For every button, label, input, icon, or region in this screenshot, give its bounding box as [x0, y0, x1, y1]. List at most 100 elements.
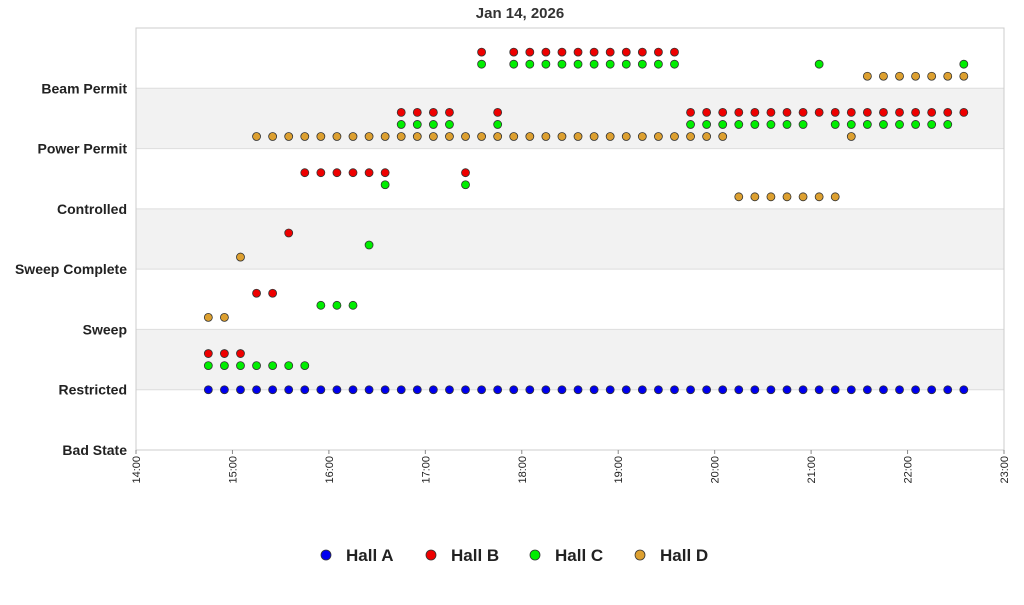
data-point [654, 59, 663, 69]
data-point [364, 240, 374, 250]
data-point [814, 192, 824, 202]
data-point [541, 59, 551, 69]
data-point [284, 361, 294, 371]
data-points [203, 47, 969, 395]
data-point [493, 120, 503, 129]
data-point [927, 108, 937, 117]
data-point [766, 120, 776, 129]
data-point [911, 108, 920, 117]
y-tick-label: Sweep Complete [15, 261, 127, 277]
data-point [348, 385, 358, 395]
legend-marker [634, 549, 646, 561]
data-point [541, 385, 551, 395]
data-point [220, 361, 229, 371]
data-point [862, 120, 872, 129]
x-tick-label: 23:00 [999, 456, 1011, 484]
data-point [461, 180, 470, 190]
data-point [573, 47, 583, 57]
data-point [493, 132, 503, 141]
x-tick-label: 15:00 [227, 456, 239, 484]
data-point [621, 59, 631, 69]
data-point [236, 252, 245, 262]
data-point [702, 120, 712, 129]
data-point [412, 108, 422, 117]
data-point [798, 108, 808, 117]
legend-label: Hall C [555, 546, 603, 565]
data-point [493, 108, 503, 117]
data-point [959, 59, 969, 69]
y-tick-label: Sweep [83, 321, 127, 337]
data-point [927, 71, 937, 81]
data-point [895, 120, 904, 129]
data-point [252, 361, 261, 371]
data-point [589, 385, 599, 395]
data-point [268, 385, 278, 395]
data-point [943, 120, 953, 129]
data-point [316, 168, 326, 178]
legend-label: Hall A [346, 546, 394, 565]
x-axis-labels: 14:00 15:00 16:00 17:00 18:00 19:00 20:00 21:00… [131, 450, 1011, 484]
legend-marker [320, 549, 332, 561]
data-point [846, 132, 856, 141]
plot-band [136, 148, 1004, 209]
data-point [477, 47, 486, 57]
data-point [766, 385, 776, 395]
data-point [300, 132, 310, 141]
data-point [830, 120, 840, 129]
data-point [798, 120, 808, 129]
data-point [380, 132, 390, 141]
data-point [428, 120, 438, 129]
data-point [332, 385, 342, 395]
data-point [236, 385, 245, 395]
data-point [734, 385, 744, 395]
plot-bands [136, 28, 1004, 450]
data-point [782, 108, 792, 117]
data-point [718, 385, 728, 395]
x-tick-label: 19:00 [613, 456, 625, 484]
data-point [380, 168, 390, 178]
data-point [702, 108, 712, 117]
data-point [846, 120, 856, 129]
data-point [830, 192, 840, 202]
data-point [380, 180, 390, 190]
data-point [236, 361, 245, 371]
data-point [605, 47, 615, 57]
data-point [477, 59, 486, 69]
data-point [750, 108, 760, 117]
y-tick-label: Restricted [59, 382, 127, 398]
data-point [750, 120, 760, 129]
data-point [814, 59, 824, 69]
data-point [911, 71, 920, 81]
data-point [380, 385, 390, 395]
data-point [895, 71, 904, 81]
data-point [654, 47, 663, 57]
data-point [782, 385, 792, 395]
data-point [509, 47, 519, 57]
data-point [284, 385, 294, 395]
data-point [268, 361, 278, 371]
data-point [364, 132, 374, 141]
data-point [525, 132, 535, 141]
data-point [316, 385, 326, 395]
data-point [846, 385, 856, 395]
gridlines [136, 87, 1004, 391]
legend-label: Hall D [660, 546, 708, 565]
data-point [268, 288, 278, 298]
plot-band [136, 208, 1004, 270]
data-point [734, 192, 744, 202]
y-tick-label: Bad State [62, 442, 127, 458]
data-point [621, 132, 631, 141]
data-point [332, 168, 342, 178]
data-point [557, 385, 567, 395]
data-point [605, 132, 615, 141]
data-point [718, 108, 728, 117]
plot-band [136, 269, 1004, 330]
data-point [686, 108, 695, 117]
data-point [959, 71, 969, 81]
data-point [461, 132, 470, 141]
data-point [203, 312, 213, 322]
data-point [589, 59, 599, 69]
data-point [316, 300, 326, 310]
data-point [814, 385, 824, 395]
